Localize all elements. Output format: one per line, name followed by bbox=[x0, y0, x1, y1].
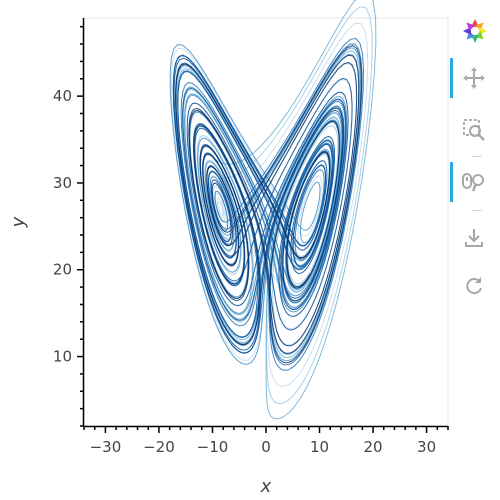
pan-active-indicator bbox=[450, 58, 453, 98]
x-tick-label: −20 bbox=[143, 438, 175, 456]
box-zoom-tool[interactable] bbox=[448, 110, 500, 150]
wheel-zoom-icon bbox=[462, 173, 484, 192]
x-tick-label: 0 bbox=[261, 438, 271, 456]
y-tick-label: 10 bbox=[53, 348, 72, 366]
x-tick-label: −30 bbox=[90, 438, 122, 456]
x-tick-label: 10 bbox=[310, 438, 329, 456]
x-tick-label: −10 bbox=[197, 438, 229, 456]
save-tool[interactable] bbox=[448, 218, 500, 258]
toolbar-separator bbox=[472, 210, 482, 211]
trajectory-segment bbox=[172, 54, 353, 354]
bokeh-logo-icon bbox=[463, 19, 487, 43]
trajectory-segment bbox=[173, 57, 352, 351]
trajectory-segment bbox=[175, 54, 360, 354]
box-zoom-icon bbox=[463, 119, 485, 141]
toolbar-separator bbox=[472, 156, 482, 157]
bokeh-logo[interactable] bbox=[448, 10, 500, 50]
save-icon bbox=[465, 229, 483, 247]
wheel-zoom-tool[interactable] bbox=[448, 162, 500, 202]
trajectory-lines bbox=[169, 0, 377, 420]
y-tick-label: 30 bbox=[53, 174, 72, 192]
reset-icon bbox=[466, 277, 482, 295]
pan-icon bbox=[463, 67, 485, 89]
y-tick-label: 40 bbox=[53, 87, 72, 105]
x-axis-label: x bbox=[260, 476, 272, 497]
axes: −30 −20 −10 0 10 20 30 10 20 30 40 bbox=[53, 18, 449, 456]
x-tick-label: 30 bbox=[417, 438, 436, 456]
reset-tool[interactable] bbox=[448, 266, 500, 306]
toolbar bbox=[448, 10, 500, 330]
x-tick-label: 20 bbox=[364, 438, 383, 456]
pan-tool[interactable] bbox=[448, 58, 500, 98]
y-axis-label: y bbox=[8, 216, 29, 228]
wheel-zoom-active-indicator bbox=[450, 162, 453, 202]
y-tick-label: 20 bbox=[53, 261, 72, 279]
